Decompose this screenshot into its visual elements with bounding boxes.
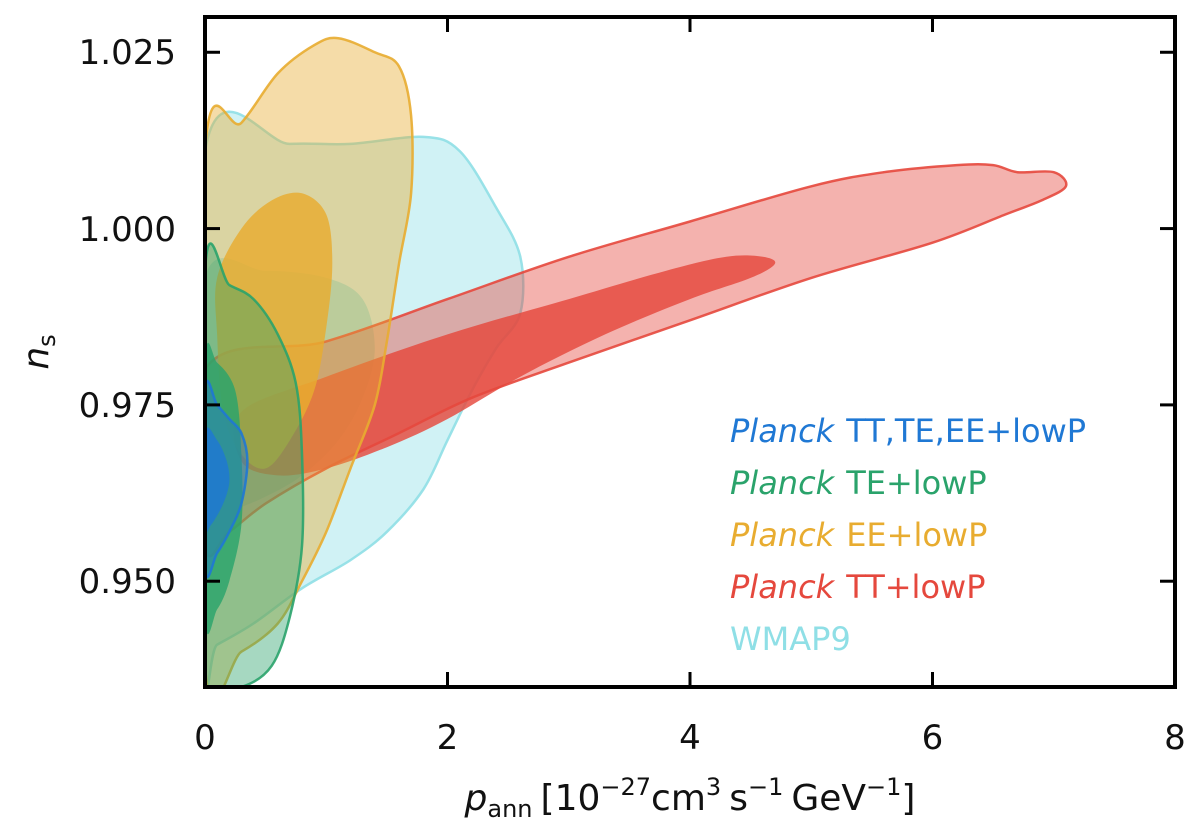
x-tick-label-4: 8 xyxy=(1164,718,1186,758)
contour-68-planck-ee-lowp xyxy=(215,192,333,469)
y-tick-label-3: 1.025 xyxy=(79,33,176,73)
legend-entry-wmap9: WMAP9 xyxy=(730,620,851,658)
x-tick-label-1: 2 xyxy=(437,718,459,758)
contour-68-planck-tt-te-ee-lowp xyxy=(205,427,230,533)
legend: Planck TT,TE,EE+lowP Planck TE+lowP Planck… xyxy=(730,412,1086,658)
x-tick-label-0: 0 xyxy=(194,718,216,758)
x-axis-label: pann [10−27cm3 s−1 GeV−1] xyxy=(464,773,916,823)
legend-entry-tt-te-ee: Planck TT,TE,EE+lowP xyxy=(730,412,1086,450)
y-tick-label-0: 0.950 xyxy=(79,562,176,602)
contour-layer xyxy=(205,36,1068,687)
y-tick-label-2: 1.000 xyxy=(79,210,176,250)
legend-entry-ee: Planck EE+lowP xyxy=(730,516,987,554)
legend-entry-tt: Planck TT+lowP xyxy=(730,568,985,606)
x-tick-label-3: 6 xyxy=(922,718,944,758)
legend-entry-te: Planck TE+lowP xyxy=(730,464,987,502)
axis-ticks xyxy=(203,17,1177,687)
x-tick-label-2: 4 xyxy=(679,718,701,758)
y-axis-label: ns xyxy=(16,334,61,369)
y-tick-label-1: 0.975 xyxy=(79,386,176,426)
